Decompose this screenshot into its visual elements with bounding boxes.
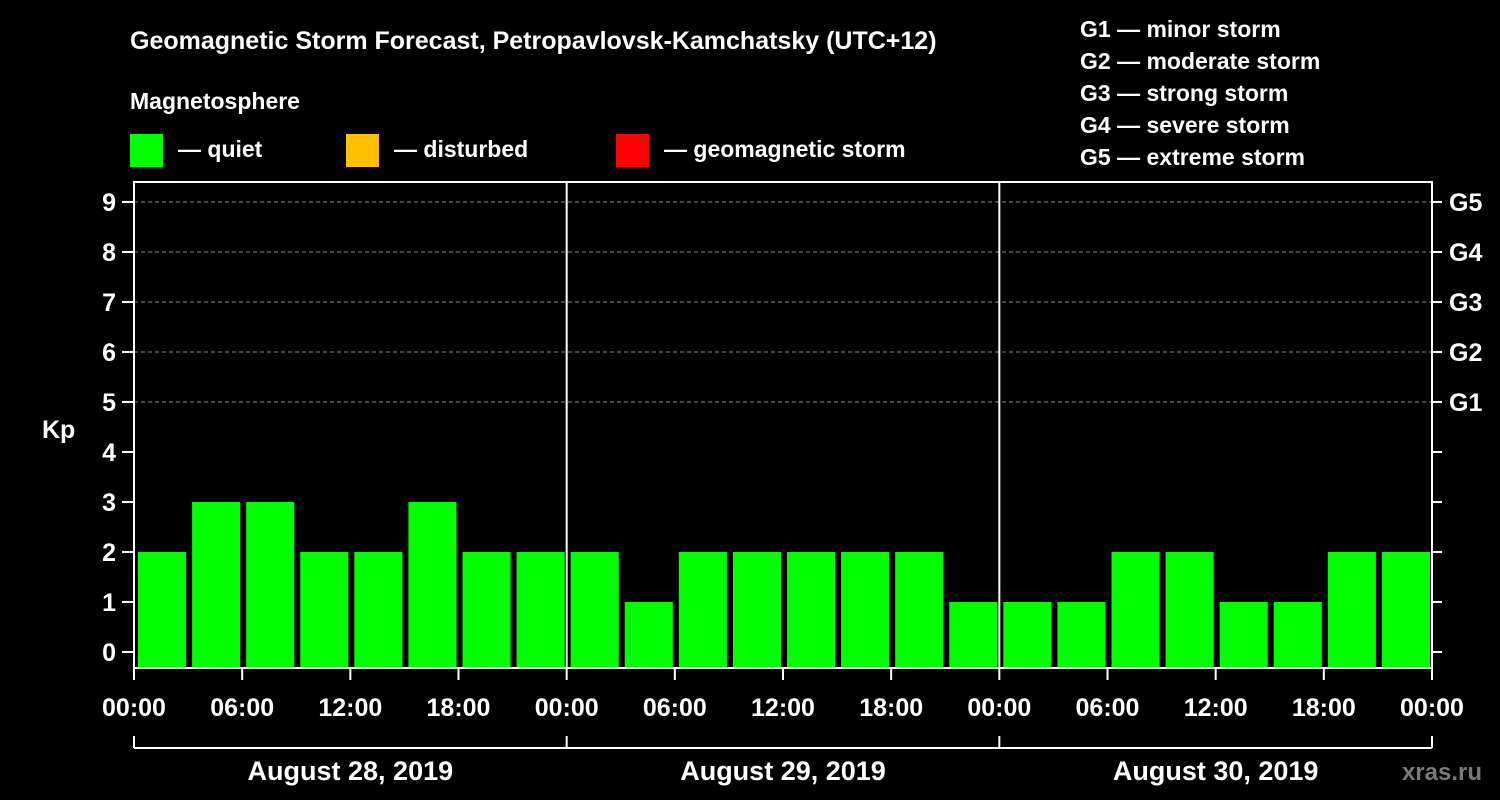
storm-scale-g1: G1 — minor storm <box>1080 16 1281 42</box>
bar-16 <box>1003 602 1052 668</box>
legend-swatch-quiet <box>130 134 163 167</box>
bar-23 <box>1381 552 1430 668</box>
y-tick-label-7: 7 <box>102 289 116 317</box>
bar-4 <box>354 552 403 668</box>
y-axis-ticks: 0 1 2 3 4 5 6 7 8 9 <box>102 189 1442 667</box>
watermark: xras.ru <box>1402 759 1482 786</box>
y-tick-label-2: 2 <box>102 539 116 567</box>
legend-label-quiet: — quiet <box>178 136 263 162</box>
g-tick-label-G2: G2 <box>1449 339 1482 367</box>
bar-11 <box>732 552 781 668</box>
y-tick-label-1: 1 <box>102 589 116 617</box>
bar-15 <box>949 602 998 668</box>
bar-22 <box>1327 552 1376 668</box>
legend-label-storm: — geomagnetic storm <box>664 136 906 162</box>
day-labels: August 28, 2019 August 29, 2019 August 30,… <box>133 736 1433 786</box>
storm-scale-g3: G3 — strong storm <box>1080 80 1288 106</box>
day-label-0: August 28, 2019 <box>248 756 454 786</box>
g-scale-ticks: G1 G2 G3 G4 G5 <box>1449 189 1482 417</box>
legend: — quiet — disturbed — geomagnetic storm <box>130 134 906 167</box>
storm-scale-g5: G5 — extreme storm <box>1080 144 1305 170</box>
legend-label-disturbed: — disturbed <box>394 136 528 162</box>
bar-12 <box>787 552 836 668</box>
x-tick-label-0: 00:00 <box>102 694 166 722</box>
x-tick-label-2: 12:00 <box>318 694 382 722</box>
x-tick-label-4: 00:00 <box>535 694 599 722</box>
bar-17 <box>1057 602 1106 668</box>
bar-5 <box>408 502 457 668</box>
bar-8 <box>570 552 619 668</box>
x-tick-label-6: 12:00 <box>751 694 815 722</box>
bar-21 <box>1273 602 1322 668</box>
bars <box>138 502 1430 668</box>
g-tick-label-G4: G4 <box>1449 239 1482 267</box>
gridlines <box>134 201 1432 403</box>
storm-scale-g4: G4 — severe storm <box>1080 112 1290 138</box>
legend-heading: Magnetosphere <box>130 88 300 114</box>
chart-title: Geomagnetic Storm Forecast, Petropavlovs… <box>130 27 937 55</box>
bar-6 <box>462 552 511 668</box>
y-tick-label-9: 9 <box>102 189 116 217</box>
bar-10 <box>678 552 727 668</box>
y-tick-label-5: 5 <box>102 389 116 417</box>
bar-9 <box>624 602 673 668</box>
bar-2 <box>246 502 295 668</box>
bar-20 <box>1219 602 1268 668</box>
bar-19 <box>1165 552 1214 668</box>
x-tick-label-3: 18:00 <box>427 694 491 722</box>
x-tick-label-10: 12:00 <box>1184 694 1248 722</box>
bar-7 <box>516 552 565 668</box>
x-axis-ticks: 00:00 06:00 12:00 18:00 00:00 06:00 12:00 18:00… <box>102 668 1464 722</box>
x-tick-label-5: 06:00 <box>643 694 707 722</box>
bar-13 <box>841 552 890 668</box>
x-tick-label-12: 00:00 <box>1400 694 1464 722</box>
y-tick-label-0: 0 <box>102 639 116 667</box>
x-tick-label-9: 06:00 <box>1076 694 1140 722</box>
y-tick-label-6: 6 <box>102 339 116 367</box>
bar-14 <box>895 552 944 668</box>
x-tick-label-7: 18:00 <box>859 694 923 722</box>
y-tick-label-4: 4 <box>102 439 116 467</box>
y-axis-label: Kp <box>42 416 75 444</box>
y-tick-label-8: 8 <box>102 239 116 267</box>
bar-0 <box>138 552 187 668</box>
storm-scale-g2: G2 — moderate storm <box>1080 48 1320 74</box>
g-tick-label-G1: G1 <box>1449 389 1482 417</box>
legend-swatch-storm <box>616 134 649 167</box>
x-tick-label-1: 06:00 <box>210 694 274 722</box>
day-separators <box>565 182 1001 668</box>
x-tick-label-8: 00:00 <box>967 694 1031 722</box>
bar-1 <box>192 502 241 668</box>
y-tick-label-3: 3 <box>102 489 116 517</box>
bar-18 <box>1111 552 1160 668</box>
bar-3 <box>300 552 349 668</box>
x-tick-label-11: 18:00 <box>1292 694 1356 722</box>
legend-swatch-disturbed <box>346 134 379 167</box>
storm-scale-legend: G1 — minor storm G2 — moderate storm G3 … <box>1080 16 1320 170</box>
g-tick-label-G3: G3 <box>1449 289 1482 317</box>
day-label-1: August 29, 2019 <box>680 756 886 786</box>
day-label-2: August 30, 2019 <box>1113 756 1319 786</box>
g-tick-label-G5: G5 <box>1449 189 1482 217</box>
